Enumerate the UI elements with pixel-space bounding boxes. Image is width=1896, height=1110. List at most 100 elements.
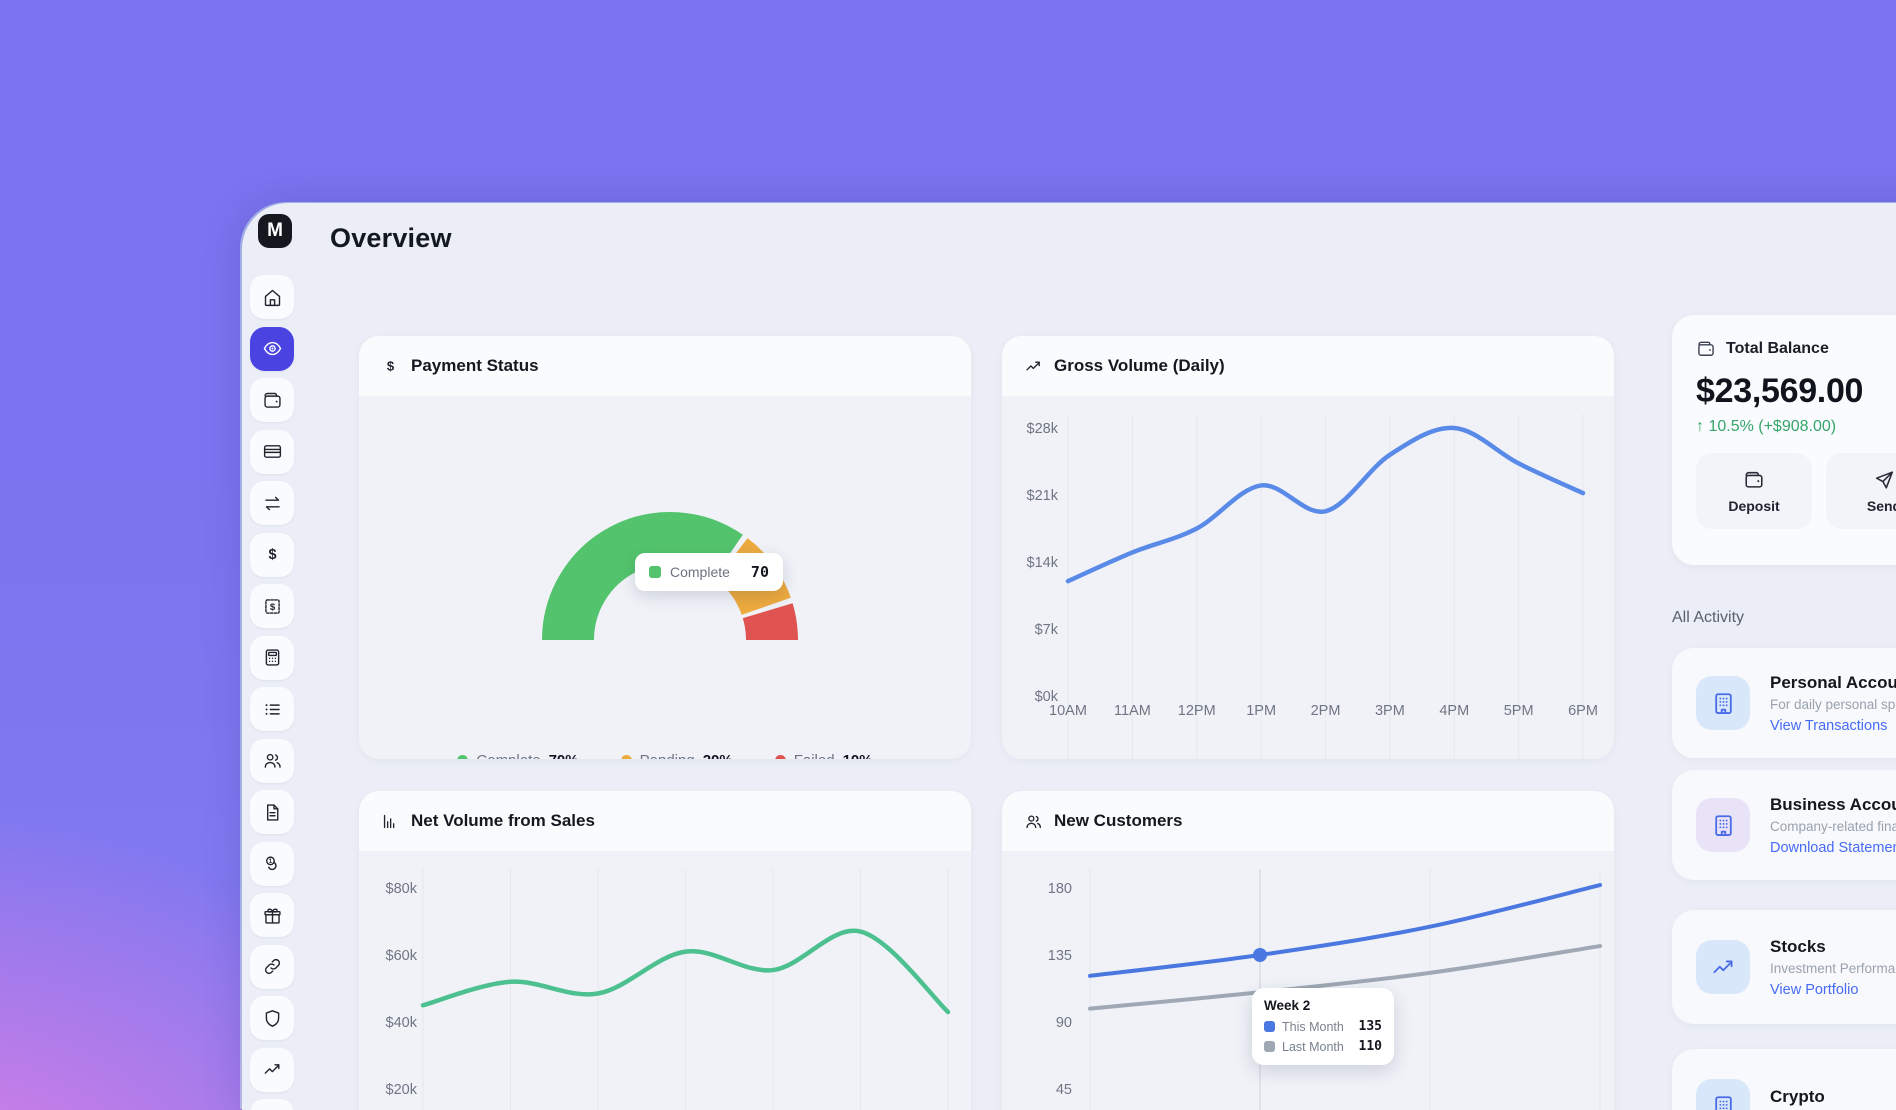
total-balance-card: Total Balance $23,569.00 ↑ 10.5% (+$908.… bbox=[1672, 315, 1896, 565]
dollar-icon: $ bbox=[262, 544, 283, 565]
send-button[interactable]: Send bbox=[1826, 453, 1896, 529]
trending-icon bbox=[262, 1059, 283, 1080]
activity-subtitle: Investment Performance bbox=[1770, 960, 1896, 976]
gauge-tooltip-swatch bbox=[649, 566, 661, 578]
svg-text:10AM: 10AM bbox=[1049, 703, 1087, 719]
activity-card-stocks: Stocks Investment Performance View Portfol… bbox=[1672, 910, 1896, 1024]
legend-value: 70% bbox=[549, 752, 579, 759]
sidebar-item-trending[interactable] bbox=[250, 1047, 294, 1092]
sidebar-item-home[interactable] bbox=[250, 275, 294, 319]
net-volume-body: $80k $60k $40k $20k bbox=[359, 851, 971, 1110]
svg-text:6PM: 6PM bbox=[1568, 703, 1598, 719]
gauge-tooltip: Complete 70 bbox=[635, 553, 783, 591]
activity-content: Business Account Company-related finances… bbox=[1770, 795, 1896, 856]
link-icon bbox=[262, 956, 283, 977]
credit-card-icon bbox=[262, 441, 283, 462]
trending-icon bbox=[1710, 954, 1737, 981]
send-plane-icon bbox=[1873, 469, 1895, 491]
gross-volume-card: Gross Volume (Daily) $28k $21k $14k $7k $0k 1… bbox=[1002, 336, 1614, 759]
week-tooltip-rows: This Month 135 Last Month 110 bbox=[1264, 1019, 1382, 1054]
sidebar-item-invoice[interactable]: $ bbox=[250, 584, 294, 628]
svg-text:$21k: $21k bbox=[1027, 488, 1059, 504]
sidebar-item-users[interactable] bbox=[250, 738, 294, 783]
svg-text:90: 90 bbox=[1056, 1015, 1072, 1031]
legend-value: 20% bbox=[703, 752, 733, 759]
svg-text:$: $ bbox=[269, 602, 275, 613]
payment-status-card: $ Payment Status Complete 70% Pending 20%… bbox=[359, 336, 971, 759]
deposit-wallet-icon bbox=[1743, 469, 1765, 491]
gauge-tooltip-label: Complete bbox=[670, 564, 730, 580]
gift-icon bbox=[262, 905, 283, 926]
activity-title: Personal Account bbox=[1770, 672, 1896, 692]
svg-text:5PM: 5PM bbox=[1504, 703, 1534, 719]
activity-content: CryptoWallet & Exchange bbox=[1770, 1087, 1884, 1110]
svg-text:$40k: $40k bbox=[386, 1015, 418, 1031]
sidebar-item-gift[interactable] bbox=[250, 893, 294, 937]
svg-text:1PM: 1PM bbox=[1246, 703, 1276, 719]
card-title: Net Volume from Sales bbox=[411, 811, 595, 830]
send-label: Send bbox=[1866, 497, 1896, 514]
sidebar-item-eye[interactable] bbox=[250, 326, 294, 371]
balance-amount: $23,569.00 bbox=[1696, 372, 1864, 410]
svg-text:3PM: 3PM bbox=[1375, 703, 1405, 719]
series-label: This Month bbox=[1282, 1019, 1344, 1034]
activity-header: All Activity bbox=[1672, 609, 1745, 626]
svg-text:135: 135 bbox=[1048, 948, 1072, 964]
users-icon bbox=[1024, 812, 1043, 831]
building-icon bbox=[1710, 690, 1737, 717]
activity-link[interactable]: View Portfolio bbox=[1770, 981, 1859, 998]
dollar-icon: $ bbox=[381, 357, 400, 376]
calculator-icon bbox=[262, 647, 283, 668]
series-label: Last Month bbox=[1282, 1039, 1344, 1054]
balance-delta: ↑ 10.5% (+$908.00) bbox=[1696, 418, 1837, 435]
activity-tile bbox=[1696, 676, 1750, 730]
svg-text:2PM: 2PM bbox=[1311, 703, 1341, 719]
deposit-button[interactable]: Deposit bbox=[1696, 453, 1812, 529]
total-balance-head: Total Balance bbox=[1696, 339, 1896, 359]
building-icon bbox=[1710, 812, 1737, 839]
sidebar-item-wallet[interactable] bbox=[250, 378, 294, 422]
sidebar-item-calculator[interactable] bbox=[250, 635, 294, 680]
legend-item-complete: Complete 70% bbox=[457, 752, 579, 759]
sidebar-item-link[interactable] bbox=[250, 944, 294, 989]
week-tooltip-row: Last Month 110 bbox=[1264, 1039, 1382, 1054]
wallet-icon bbox=[262, 390, 283, 411]
sidebar-item-credit-card[interactable] bbox=[250, 429, 294, 474]
legend-label: Complete bbox=[476, 752, 540, 759]
sidebar-item-building[interactable] bbox=[250, 1099, 294, 1110]
week-tooltip-row: This Month 135 bbox=[1264, 1019, 1382, 1034]
activity-tile bbox=[1696, 940, 1750, 994]
gross-volume-header: Gross Volume (Daily) bbox=[1002, 336, 1614, 396]
svg-text:12PM: 12PM bbox=[1178, 703, 1216, 719]
svg-text:$80k: $80k bbox=[386, 881, 418, 897]
sidebar-item-document[interactable] bbox=[250, 790, 294, 834]
new-customers-header: New Customers bbox=[1002, 791, 1614, 851]
svg-text:$60k: $60k bbox=[386, 948, 418, 964]
new-customers-chart[interactable]: 180 135 90 45 bbox=[1002, 851, 1614, 1110]
activity-subtitle: Company-related finances bbox=[1770, 818, 1896, 834]
sidebar-item-dollar[interactable]: $ bbox=[250, 532, 294, 577]
building-icon bbox=[1710, 1093, 1737, 1110]
svg-text:4PM: 4PM bbox=[1439, 703, 1469, 719]
activity-subtitle: For daily personal spending bbox=[1770, 696, 1896, 712]
card-title: New Customers bbox=[1054, 811, 1183, 830]
net-volume-chart[interactable]: $80k $60k $40k $20k bbox=[359, 851, 971, 1110]
gauge-legend: Complete 70% Pending 20% Failed 10% bbox=[359, 752, 971, 759]
activity-card-personal-account: Personal Account For daily personal spend… bbox=[1672, 648, 1896, 758]
activity-tile bbox=[1696, 798, 1750, 852]
activity-link[interactable]: Download Statements bbox=[1770, 839, 1896, 856]
series-swatch bbox=[1264, 1041, 1275, 1052]
card-title: Payment Status bbox=[411, 356, 539, 375]
app-logo[interactable]: M bbox=[258, 214, 292, 248]
bar-chart-icon bbox=[381, 812, 400, 831]
sidebar-item-coins[interactable]: 1 bbox=[250, 841, 294, 886]
transfers-icon bbox=[262, 493, 283, 514]
invoice-icon: $ bbox=[262, 596, 283, 617]
svg-text:11AM: 11AM bbox=[1114, 703, 1151, 719]
gauge-tooltip-value: 70 bbox=[750, 563, 769, 581]
sidebar-item-transfers[interactable] bbox=[250, 481, 294, 525]
sidebar-item-shield[interactable] bbox=[250, 996, 294, 1040]
activity-link[interactable]: View Transactions bbox=[1770, 717, 1888, 734]
sidebar-item-list[interactable] bbox=[250, 687, 294, 731]
